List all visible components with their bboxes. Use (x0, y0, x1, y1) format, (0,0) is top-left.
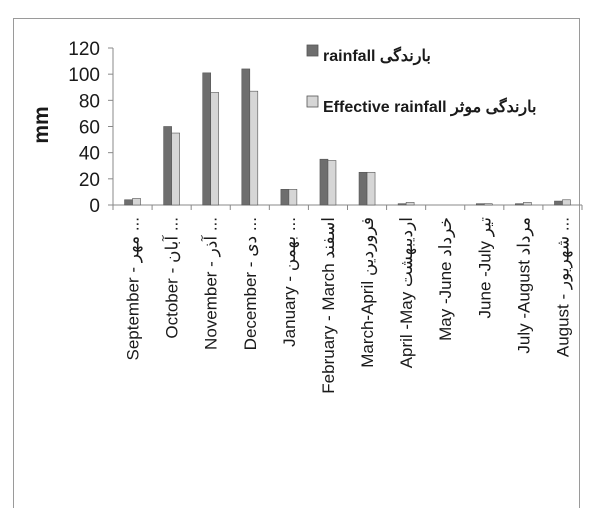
x-category-label: May -June خرداد (436, 217, 456, 341)
rainfall-bar (358, 171, 368, 206)
x-category-label: October - آبان ... (161, 217, 182, 339)
y-tick-label: 120 (68, 39, 100, 60)
y-tick-labels: 0 20 40 60 80 100 120 (68, 39, 113, 217)
x-category-label: February - March اسفند (319, 217, 338, 394)
rainfall-bar (202, 72, 212, 206)
x-category-label: September - مهر ... (124, 217, 144, 361)
rainfall-bar (397, 203, 407, 206)
legend: rainfall بارندگی Effective rainfall بارند… (306, 44, 536, 117)
chart-frame (13, 18, 580, 508)
y-tick-label: 60 (79, 118, 100, 139)
y-tick-label: 80 (79, 91, 100, 112)
rainfall-bar (163, 126, 172, 206)
effective-rainfall-bar (288, 189, 298, 206)
axes (112, 48, 583, 210)
x-category-label: November - آذر ... (200, 217, 222, 350)
y-tick-label: 0 (89, 196, 100, 217)
y-tick-label: 40 (79, 144, 100, 165)
rainfall-bar (475, 203, 485, 206)
effective-rainfall-bar (523, 202, 532, 206)
x-category-label: January - بهمن ... (280, 217, 300, 347)
y-tick-label: 20 (79, 170, 100, 191)
y-axis-title: mm (30, 106, 53, 143)
y-tick-label: 100 (68, 65, 100, 86)
effective-rainfall-bar (132, 198, 141, 206)
legend-swatch (306, 44, 319, 57)
effective-rainfall-bar (366, 171, 376, 206)
rainfall-bar (124, 199, 133, 206)
x-category-label: December - دی ... (241, 217, 260, 350)
rainfall-bar (280, 189, 290, 206)
rainfall-bar (241, 68, 251, 206)
rainfall-bar (554, 200, 563, 206)
bars (124, 68, 571, 206)
legend-swatch (306, 95, 319, 108)
effective-rainfall-bar (210, 92, 220, 206)
effective-rainfall-bar (483, 203, 493, 206)
legend-entry: rainfall بارندگی (323, 46, 431, 66)
effective-rainfall-bar (327, 160, 337, 206)
effective-rainfall-bar (249, 90, 259, 206)
x-category-label: June -July تیر (475, 217, 495, 319)
effective-rainfall-bar (405, 202, 415, 206)
rainfall-bar (319, 158, 329, 206)
x-category-label: August - شهریور ... (553, 217, 573, 357)
effective-rainfall-bar (562, 199, 571, 206)
x-category-label: April -May اردیبهشت (397, 217, 417, 368)
y-axis-label: mm (30, 106, 53, 143)
x-category-label: March-April فروردین (358, 217, 378, 368)
rainfall-bar (515, 203, 524, 206)
category-labels: September - مهر ... October - آبان ... Nov… (124, 217, 574, 394)
effective-rainfall-bar (171, 132, 180, 206)
x-category-label: July -August مرداد (514, 217, 534, 354)
legend-entry: Effective rainfall بارندگی موثر (323, 97, 536, 117)
